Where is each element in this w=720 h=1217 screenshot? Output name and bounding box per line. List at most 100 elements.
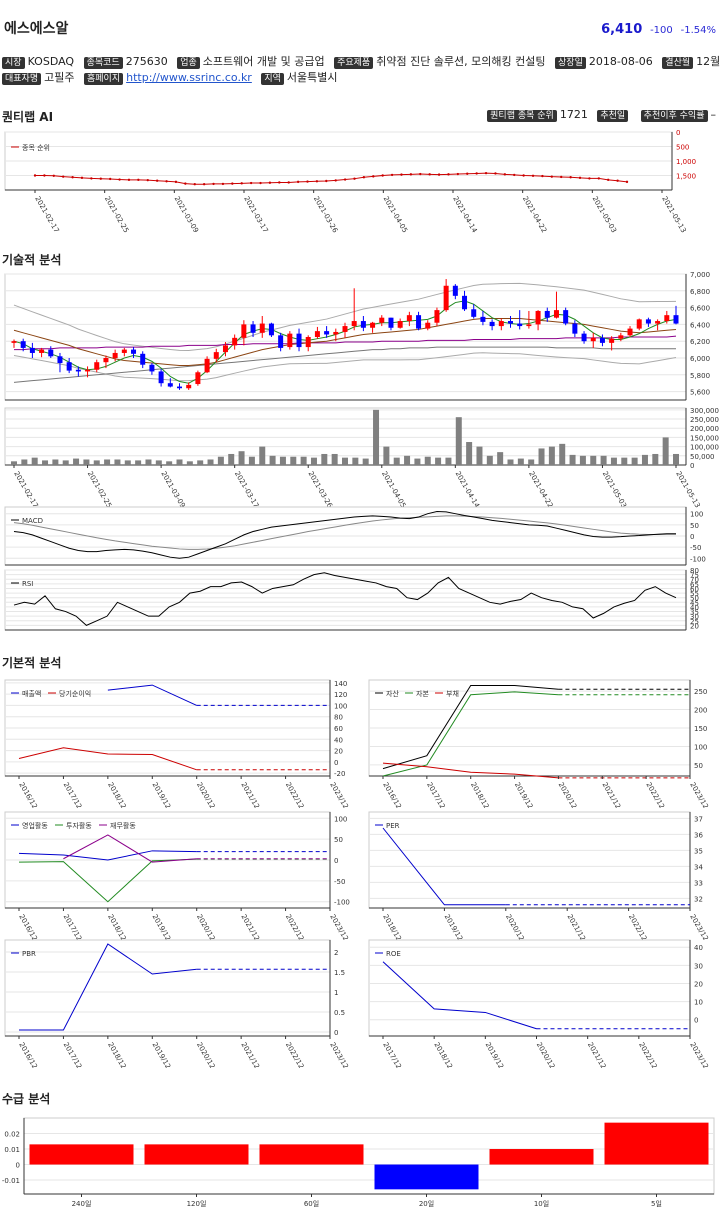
y-tick-label: 300,000 (690, 407, 719, 415)
rank-point (372, 175, 375, 178)
x-tick-label: 2016/12 (17, 913, 38, 940)
volume-bar (497, 452, 504, 465)
candle-body (526, 324, 532, 327)
y-tick-label: 1,000 (676, 158, 696, 166)
y-tick-label: 0 (690, 533, 694, 541)
volume-bar (310, 457, 317, 465)
market-value: KOSDAQ (27, 55, 75, 68)
volume-bar (383, 446, 390, 465)
y-tick-label: 0 (690, 462, 694, 470)
x-tick-label: 2021-03-26 (306, 470, 334, 510)
rank-point (437, 173, 441, 176)
x-tick-label: 2021/12 (239, 781, 260, 808)
candle-body (581, 333, 587, 342)
x-tick-label: 2017/12 (62, 781, 83, 808)
x-tick-label: 2020/12 (195, 913, 216, 940)
x-tick-label: 2019/12 (484, 1041, 505, 1068)
y-tick-label: 30 (690, 613, 699, 621)
x-tick-label: 2021-04-05 (380, 470, 407, 509)
rank-point (249, 181, 253, 185)
y-tick-label: 25 (690, 618, 699, 626)
candle-body (563, 310, 569, 324)
y-tick-label: 6,600 (690, 305, 710, 313)
plot-area (368, 939, 691, 1037)
y-tick-label: 0.01 (4, 1146, 20, 1154)
y-tick-label: 7,000 (690, 271, 710, 279)
rank-point (607, 178, 610, 182)
candlestick-chart: 5,600 5,800 6,000 6,200 6,400 6,600 6,800 7,000 (4, 271, 710, 401)
volume-bar (31, 457, 38, 465)
rank-point (306, 180, 309, 183)
volume-bar (52, 459, 59, 465)
y-tick-label: 0 (694, 1017, 698, 1025)
legend-label: MACD (22, 517, 43, 525)
candle-body (121, 349, 127, 353)
volume-bar (321, 453, 328, 465)
rank-point (90, 177, 93, 180)
volume-bar (548, 446, 555, 465)
candle-body (177, 386, 182, 389)
x-tick-label: 2021-03-17 (233, 470, 260, 509)
rank-point (184, 182, 187, 185)
candle-body (85, 369, 91, 372)
fiscal-value: 12월 (696, 55, 720, 68)
x-tick-label: 2018/12 (432, 1041, 453, 1068)
volume-bar (455, 417, 462, 465)
return-value: – (710, 108, 717, 121)
rank-point (278, 181, 281, 184)
rank-tag: 퀀티랩 종목 순위 (487, 110, 557, 122)
y-tick-label: -100 (334, 899, 350, 907)
volume-bar (228, 453, 235, 465)
supply-bar (374, 1164, 479, 1190)
rank-point (221, 182, 225, 186)
volume-bar (600, 455, 607, 465)
x-tick-label: 240일 (72, 1199, 92, 1208)
candle-body (599, 337, 605, 343)
y-tick-label: 0 (16, 1162, 20, 1170)
volume-bar (466, 442, 473, 465)
candle-body (388, 317, 394, 328)
supply-bar (144, 1144, 249, 1165)
x-tick-label: 2022/12 (284, 1041, 305, 1068)
volume-bar (610, 457, 617, 465)
y-tick-label: -100 (690, 555, 706, 563)
rank-point (597, 177, 601, 180)
rank-point (80, 176, 84, 180)
info-row-1: 시장 KOSDAQ 종목코드 275630 업종 소프트웨어 개발 및 공급업 주요제… (2, 54, 720, 71)
rank-point (353, 177, 356, 180)
revenue-chart: -20 0 20 40 60 80 100 120 140 매출액 당기순이익 2016/12 2017… (4, 679, 350, 808)
x-tick-label: 2021/12 (239, 913, 260, 940)
candle-body (655, 321, 661, 324)
volume-bar (404, 455, 411, 465)
x-tick-label: 2023/12 (328, 913, 349, 940)
ma60-line (14, 335, 677, 351)
candle-body (103, 358, 109, 363)
candle-body (268, 323, 274, 336)
return-tag: 추천이후 수익률 (640, 110, 708, 122)
y-tick-label: -0.01 (2, 1177, 20, 1185)
volume-bar (114, 459, 121, 465)
rank-point (578, 176, 582, 180)
ceo-tag: 대표자명 (2, 73, 42, 85)
homepage-tag: 홈페이지 (84, 73, 124, 85)
volume-bar (259, 446, 266, 465)
homepage-link[interactable]: http://www.ssrinc.co.kr (126, 71, 252, 84)
rank-point (616, 179, 619, 182)
candle-body (11, 341, 17, 343)
legend-label: 자본 (416, 689, 429, 698)
rank-point (71, 176, 74, 179)
x-tick-label: 2021-05-13 (660, 195, 687, 234)
candle-body (351, 321, 357, 327)
candle-body (167, 383, 173, 387)
rank-point (569, 176, 572, 179)
candle-body (112, 352, 118, 358)
legend-label: 종목 순위 (22, 144, 50, 152)
legend-label: PER (386, 822, 400, 830)
y-tick-label: 250 (694, 688, 707, 696)
candle-body (379, 317, 385, 323)
candle-body (158, 371, 164, 384)
candle-body (222, 345, 228, 353)
volume-bar (641, 454, 648, 465)
volume-bar (445, 457, 452, 465)
x-tick-label: 2021-02-17 (12, 470, 39, 509)
